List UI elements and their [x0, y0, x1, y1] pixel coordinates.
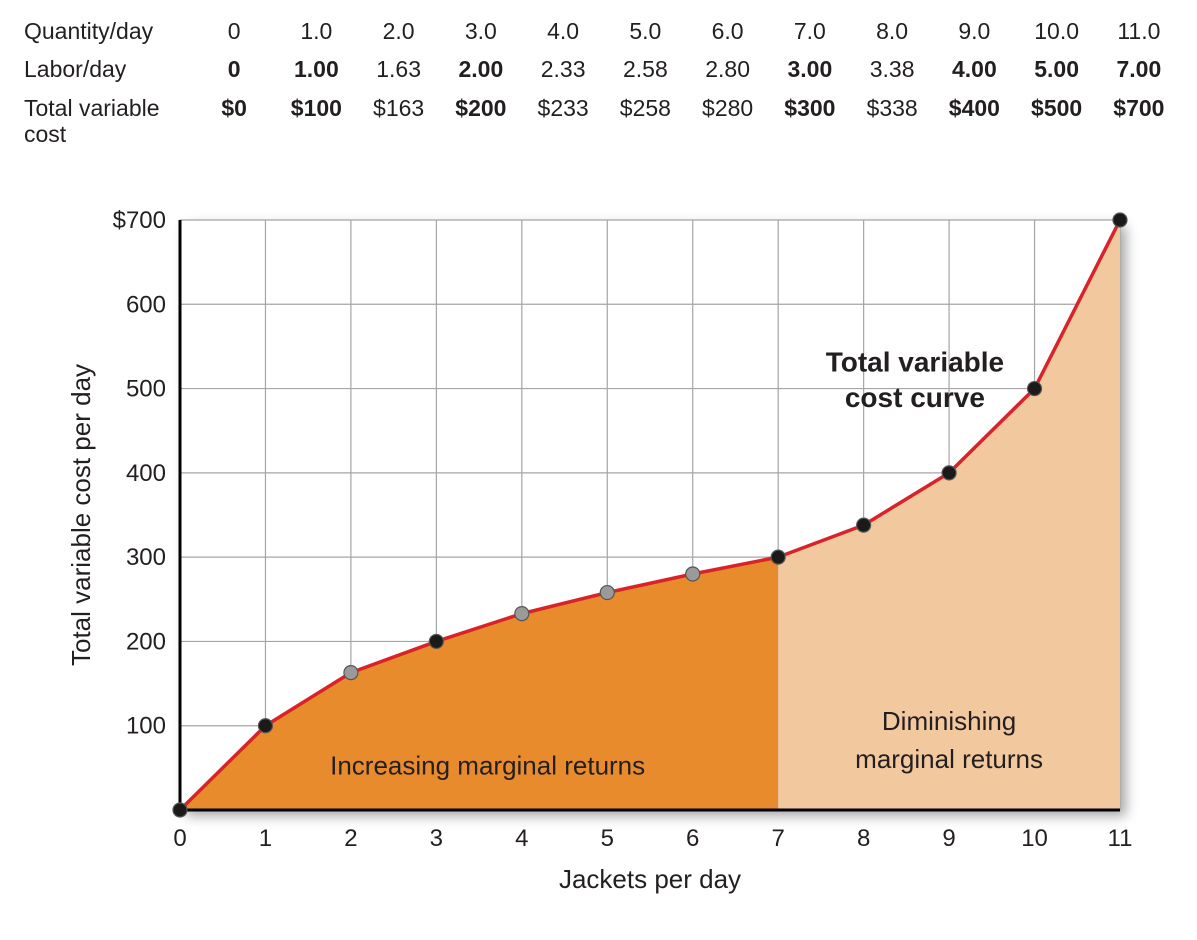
table-cell: 9.0 — [933, 16, 1015, 46]
table-cell: $163 — [358, 85, 440, 150]
data-marker — [600, 586, 614, 600]
table-cell: 1.00 — [275, 46, 357, 84]
table-cell: 3.0 — [440, 16, 522, 46]
table-cell: 2.58 — [604, 46, 686, 84]
table-cell: $258 — [604, 85, 686, 150]
table-cell: $200 — [440, 85, 522, 150]
region1-label: Increasing marginal returns — [330, 751, 645, 781]
table-cell: $0 — [193, 85, 275, 150]
data-marker — [857, 518, 871, 532]
chart-svg: 0 1 2 3 4 5 6 7 8 9 10 11 100 200 300 400 500 600 $700 Jack… — [50, 200, 1160, 930]
table-cell: $100 — [275, 85, 357, 150]
table-cell: 6.0 — [687, 16, 769, 46]
table-cell: 2.0 — [358, 16, 440, 46]
x-tick-label: 9 — [942, 825, 955, 852]
y-tick-label: 400 — [126, 460, 166, 487]
y-axis-title: Total variable cost per day — [66, 364, 96, 666]
table-cell: 7.0 — [769, 16, 851, 46]
x-tick-label: 6 — [686, 825, 699, 852]
table-cell: $233 — [522, 85, 604, 150]
y-tick-label: $700 — [113, 207, 166, 234]
table-cell: 0 — [193, 16, 275, 46]
table-cell: $700 — [1098, 85, 1180, 150]
table-cell: $338 — [851, 85, 933, 150]
tvc-chart: 0 1 2 3 4 5 6 7 8 9 10 11 100 200 300 400 500 600 $700 Jack… — [50, 200, 1160, 930]
data-marker — [942, 466, 956, 480]
data-marker — [258, 719, 272, 733]
table-cell: $280 — [687, 85, 769, 150]
x-tick-label: 10 — [1021, 825, 1048, 852]
y-tick-label: 300 — [126, 544, 166, 571]
row-label: Quantity/day — [20, 16, 193, 46]
x-tick-label: 11 — [1108, 825, 1133, 852]
x-tick-label: 4 — [515, 825, 528, 852]
data-marker — [1113, 213, 1127, 227]
x-axis-title: Jackets per day — [559, 864, 741, 894]
x-tick-label: 8 — [857, 825, 870, 852]
x-tick-label: 0 — [173, 825, 186, 852]
data-marker — [686, 567, 700, 581]
y-tick-label: 500 — [126, 376, 166, 403]
table-cell: 4.0 — [522, 16, 604, 46]
table-cell: 8.0 — [851, 16, 933, 46]
data-marker — [429, 634, 443, 648]
table-cell: $300 — [769, 85, 851, 150]
table-cell: 5.00 — [1016, 46, 1098, 84]
row-label: Total variablecost — [20, 85, 193, 150]
table-cell: 1.0 — [275, 16, 357, 46]
data-marker — [1028, 382, 1042, 396]
table-cell: 2.80 — [687, 46, 769, 84]
y-tick-label: 100 — [126, 713, 166, 740]
data-table: Quantity/day01.02.03.04.05.06.07.08.09.0… — [20, 16, 1180, 150]
table-cell: $400 — [933, 85, 1015, 150]
region2-label: Diminishing — [882, 706, 1016, 736]
curve-label: Total variable — [826, 347, 1004, 378]
row-label: Labor/day — [20, 46, 193, 84]
table-cell: 3.38 — [851, 46, 933, 84]
table-cell: 2.33 — [522, 46, 604, 84]
x-tick-label: 2 — [344, 825, 357, 852]
y-tick-label: 200 — [126, 628, 166, 655]
x-tick-label: 1 — [259, 825, 272, 852]
table-cell: 5.0 — [604, 16, 686, 46]
table-cell: $500 — [1016, 85, 1098, 150]
table-cell: 7.00 — [1098, 46, 1180, 84]
table-cell: 11.0 — [1098, 16, 1180, 46]
table-cell: 2.00 — [440, 46, 522, 84]
x-tick-label: 5 — [601, 825, 614, 852]
x-tick-label: 3 — [430, 825, 443, 852]
table-cell: 10.0 — [1016, 16, 1098, 46]
y-tick-label: 600 — [126, 291, 166, 318]
table-cell: 0 — [193, 46, 275, 84]
data-marker — [771, 550, 785, 564]
table-cell: 3.00 — [769, 46, 851, 84]
data-marker — [344, 666, 358, 680]
table-cell: 4.00 — [933, 46, 1015, 84]
data-marker — [173, 803, 187, 817]
region2-label: marginal returns — [855, 744, 1043, 774]
curve-label: cost curve — [845, 382, 985, 413]
x-tick-label: 7 — [772, 825, 785, 852]
data-marker — [515, 607, 529, 621]
table-cell: 1.63 — [358, 46, 440, 84]
